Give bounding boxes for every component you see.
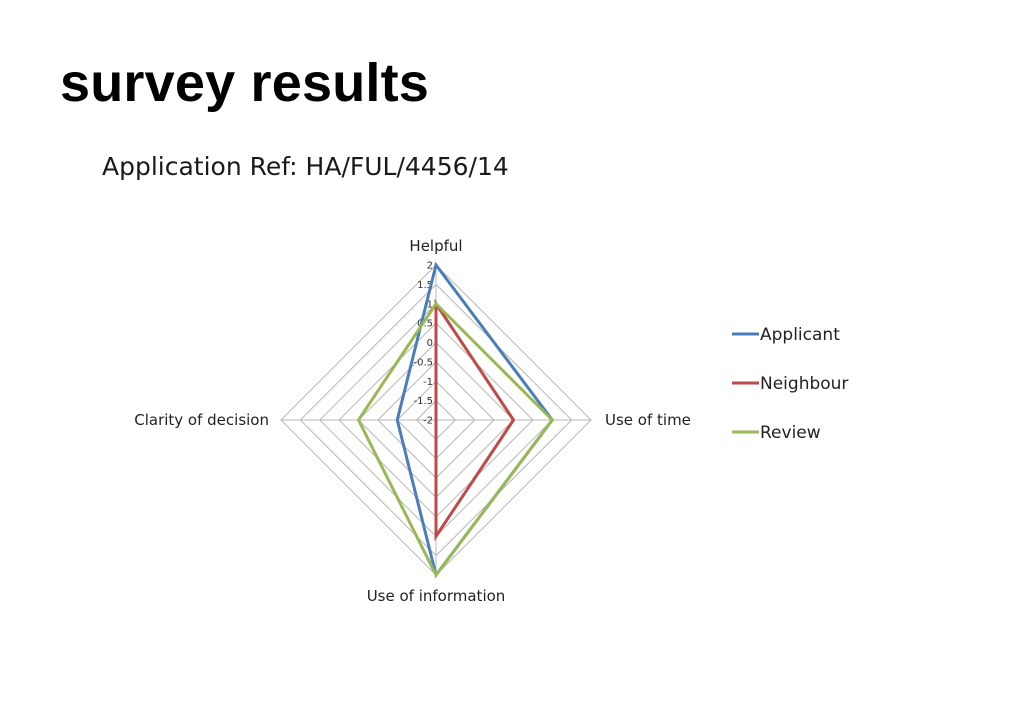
- radar-series: [356, 261, 555, 579]
- axis-labels: Helpful Use of time Use of information Clar…: [134, 237, 691, 605]
- series-review-line: [356, 301, 555, 578]
- legend: Applicant Neighbour Review: [732, 325, 848, 443]
- tick-label: -0.5: [413, 357, 433, 368]
- series-neighbour-line: [434, 298, 516, 542]
- tick-label: -1: [423, 377, 433, 388]
- slide-title: survey results: [60, 53, 430, 113]
- legend-label-applicant: Applicant: [760, 325, 840, 345]
- axis-label-helpful: Helpful: [409, 237, 462, 255]
- legend-label-neighbour: Neighbour: [760, 374, 848, 394]
- application-ref-subtitle: Application Ref: HA/FUL/4456/14: [102, 152, 509, 181]
- tick-label: 0: [427, 338, 433, 349]
- legend-label-review: Review: [760, 423, 821, 443]
- radial-tick-labels: 2 1.5 1 0.5 0 -0.5 -1 -1.5 -2: [413, 261, 433, 427]
- tick-label: 0.5: [417, 319, 433, 330]
- tick-label: 1: [427, 299, 433, 310]
- tick-label: 1.5: [417, 280, 433, 291]
- axis-label-use-of-time: Use of time: [605, 411, 691, 429]
- tick-label: -2: [423, 416, 433, 427]
- axis-label-use-of-information: Use of information: [367, 587, 506, 605]
- axis-label-clarity-of-decision: Clarity of decision: [134, 411, 269, 429]
- tick-label: 2: [427, 261, 433, 272]
- tick-label: -1.5: [413, 396, 433, 407]
